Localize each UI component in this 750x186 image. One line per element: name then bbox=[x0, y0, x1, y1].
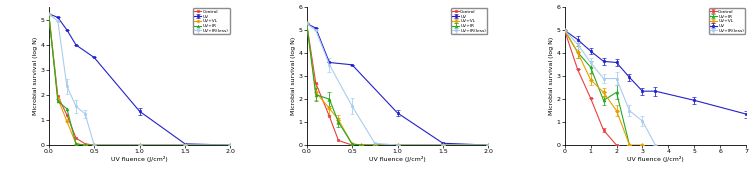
Y-axis label: Microbial survival (log N): Microbial survival (log N) bbox=[292, 37, 296, 115]
Legend: Control, UV, UV+VL, UV+IR, UV+IR(less): Control, UV, UV+VL, UV+IR, UV+IR(less) bbox=[451, 8, 488, 34]
Legend: Control, UV, UV+VL, UV+IR, UV+IR(less): Control, UV, UV+VL, UV+IR, UV+IR(less) bbox=[193, 8, 230, 34]
X-axis label: UV fluence (J/cm²): UV fluence (J/cm²) bbox=[627, 156, 684, 162]
Legend: Control, UV+IR, UV+VL, UV, UV+IR(less): Control, UV+IR, UV+VL, UV, UV+IR(less) bbox=[709, 8, 746, 34]
Y-axis label: Microbial survival (log N): Microbial survival (log N) bbox=[34, 37, 38, 115]
X-axis label: UV fluence (J/cm²): UV fluence (J/cm²) bbox=[369, 156, 426, 162]
X-axis label: UV fluence (J/cm²): UV fluence (J/cm²) bbox=[111, 156, 168, 162]
Y-axis label: Microbial survival (log N): Microbial survival (log N) bbox=[549, 37, 554, 115]
